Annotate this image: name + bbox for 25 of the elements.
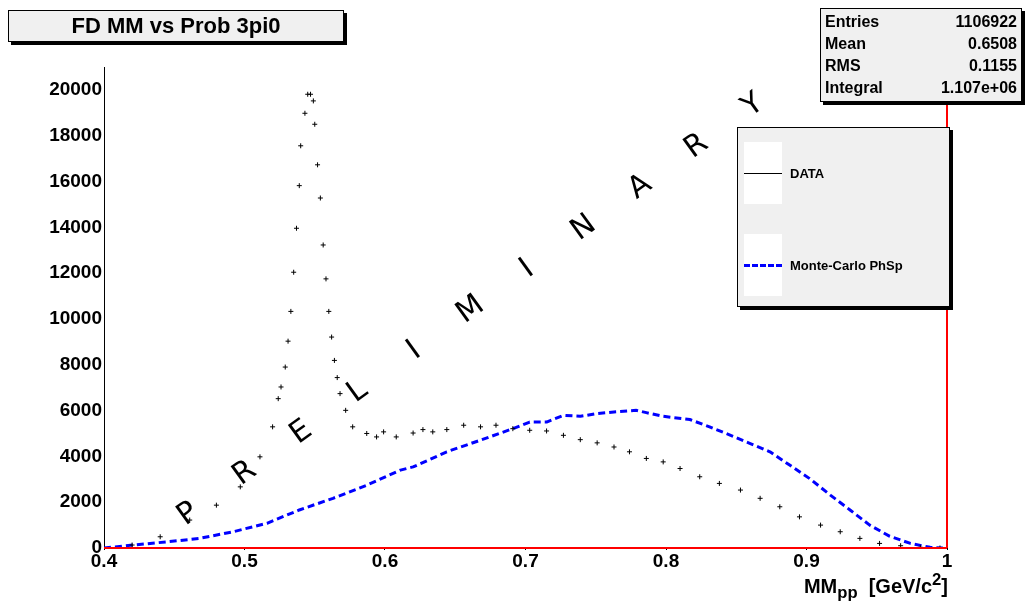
- text: Integral 1.107e+06: [825, 79, 1017, 96]
- legend-label: Monte-Carlo PhSp: [790, 257, 903, 273]
- y-tick-label: 14000: [49, 215, 102, 237]
- y-tick-label: 4000: [59, 444, 102, 466]
- y-tick-label: 16000: [49, 169, 102, 191]
- y-tick-label: 6000: [59, 398, 102, 420]
- x-tick-label: 0.6: [371, 549, 399, 571]
- x-axis-title: MM$_{pp}$ [GeV/c$^{2}$]: [803, 570, 948, 601]
- text: Entries 1106922: [825, 13, 1017, 30]
- text: RMS 0.1155: [825, 57, 1017, 74]
- y-tick-label: 8000: [59, 353, 102, 374]
- x-tick-label: 1: [941, 549, 953, 571]
- text: P R E L I M I N A R Y: [169, 83, 770, 532]
- x-tick-label: 0.9: [793, 549, 820, 571]
- y-tick-label: 2000: [59, 490, 102, 512]
- x-tick-label: 0.7: [512, 549, 539, 571]
- legend-label: DATA: [790, 165, 825, 181]
- y-tick-label: 18000: [49, 123, 102, 145]
- y-tick-label: 20000: [49, 78, 102, 100]
- chart-title: FD MM vs Prob 3pi0: [8, 10, 344, 42]
- y-tick-label: 10000: [49, 307, 102, 329]
- x-tick-label: 0.5: [231, 549, 259, 571]
- text: Mean 0.6508: [825, 35, 1017, 52]
- x-tick-label: 0.8: [652, 549, 680, 571]
- y-tick-label: 12000: [49, 261, 102, 283]
